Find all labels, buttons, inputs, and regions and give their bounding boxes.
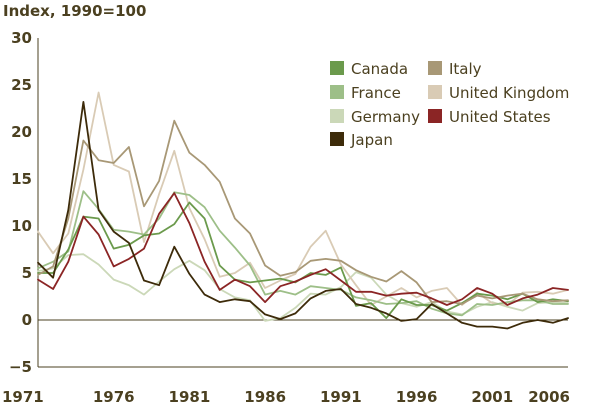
y-tick-label: −5 bbox=[9, 358, 32, 376]
legend-swatch-germany bbox=[330, 109, 344, 123]
legend-swatch-united-states bbox=[428, 109, 442, 123]
legend-label-italy: Italy bbox=[449, 60, 482, 78]
legend: Canada France Germany Japan Italy United… bbox=[330, 60, 569, 149]
series-line-germany bbox=[37, 253, 569, 322]
legend-swatch-france bbox=[330, 85, 344, 99]
legend-label-france: France bbox=[351, 84, 401, 102]
y-tick-label: 0 bbox=[22, 311, 32, 329]
x-tick-label: 1986 bbox=[244, 388, 286, 406]
y-tick-label: 25 bbox=[11, 76, 32, 94]
series-line-italy bbox=[37, 119, 569, 305]
legend-swatch-italy bbox=[428, 61, 442, 75]
series-line-japan bbox=[37, 101, 569, 330]
x-tick-label: 2001 bbox=[471, 388, 513, 406]
legend-swatch-united-kingdom bbox=[428, 85, 442, 99]
y-tick-label: 10 bbox=[11, 217, 32, 235]
x-tick-label: 2006 bbox=[528, 388, 570, 406]
x-tick-label: 1976 bbox=[93, 388, 135, 406]
legend-label-united-kingdom: United Kingdom bbox=[449, 84, 569, 102]
legend-label-canada: Canada bbox=[351, 60, 408, 78]
x-axis: 1971 1976 1981 1986 1991 1996 2001 2006 bbox=[2, 388, 570, 406]
legend-swatch-japan bbox=[330, 132, 344, 146]
y-tick-label: 5 bbox=[22, 264, 32, 282]
x-tick-label: 1971 bbox=[2, 388, 44, 406]
y-axis: −5 0 5 10 15 20 25 30 bbox=[9, 29, 32, 376]
x-tick-label: 1981 bbox=[169, 388, 211, 406]
series-layer bbox=[37, 91, 569, 330]
legend-label-japan: Japan bbox=[350, 131, 393, 149]
legend-label-germany: Germany bbox=[351, 108, 420, 126]
series-line-united-states bbox=[37, 192, 569, 306]
series-line-france bbox=[37, 190, 569, 317]
y-tick-label: 15 bbox=[11, 170, 32, 188]
x-tick-label: 1996 bbox=[396, 388, 438, 406]
y-tick-label: 30 bbox=[11, 29, 32, 47]
legend-label-united-states: United States bbox=[449, 108, 551, 126]
y-axis-label: Index, 1990=100 bbox=[3, 2, 146, 20]
legend-swatch-canada bbox=[330, 61, 344, 75]
x-tick-label: 1991 bbox=[320, 388, 362, 406]
y-tick-label: 20 bbox=[11, 123, 32, 141]
